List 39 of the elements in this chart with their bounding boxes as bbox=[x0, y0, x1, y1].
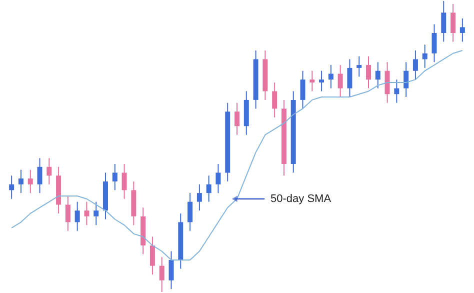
candlestick bbox=[441, 0, 446, 42]
candlestick bbox=[375, 62, 380, 89]
candlestick bbox=[450, 3, 456, 42]
candlestick bbox=[404, 62, 409, 98]
candlestick bbox=[112, 163, 118, 191]
candlestick bbox=[168, 250, 174, 290]
candlestick bbox=[196, 184, 202, 212]
candlestick bbox=[46, 158, 52, 185]
candlestick bbox=[384, 62, 390, 104]
candlestick bbox=[122, 163, 127, 200]
candlestick bbox=[460, 18, 465, 42]
candlestick bbox=[394, 79, 400, 104]
candlestick bbox=[206, 175, 212, 202]
candlestick bbox=[272, 82, 278, 118]
candlestick bbox=[422, 44, 428, 68]
candlestick bbox=[347, 58, 352, 98]
candlestick bbox=[37, 158, 42, 194]
candlestick bbox=[300, 70, 306, 110]
candlestick bbox=[366, 56, 371, 89]
candlestick bbox=[94, 201, 99, 226]
candlestick bbox=[319, 70, 324, 92]
candlestick bbox=[74, 201, 80, 232]
candlestick bbox=[159, 256, 164, 292]
candlestick bbox=[432, 24, 437, 63]
candlestick bbox=[9, 175, 14, 200]
candlestick bbox=[328, 64, 334, 89]
candlestick bbox=[310, 70, 315, 92]
candlestick bbox=[234, 102, 240, 136]
candlestick bbox=[150, 236, 155, 276]
candlestick bbox=[18, 169, 24, 194]
candlestick bbox=[84, 201, 90, 226]
candlestick bbox=[338, 64, 343, 98]
candlestick bbox=[216, 163, 221, 194]
candlestick bbox=[65, 195, 70, 232]
candlestick bbox=[356, 56, 362, 78]
annotation: 50-day SMA bbox=[270, 192, 332, 205]
candlestick bbox=[188, 192, 193, 232]
candlestick bbox=[412, 50, 418, 80]
candlestick bbox=[28, 169, 33, 194]
